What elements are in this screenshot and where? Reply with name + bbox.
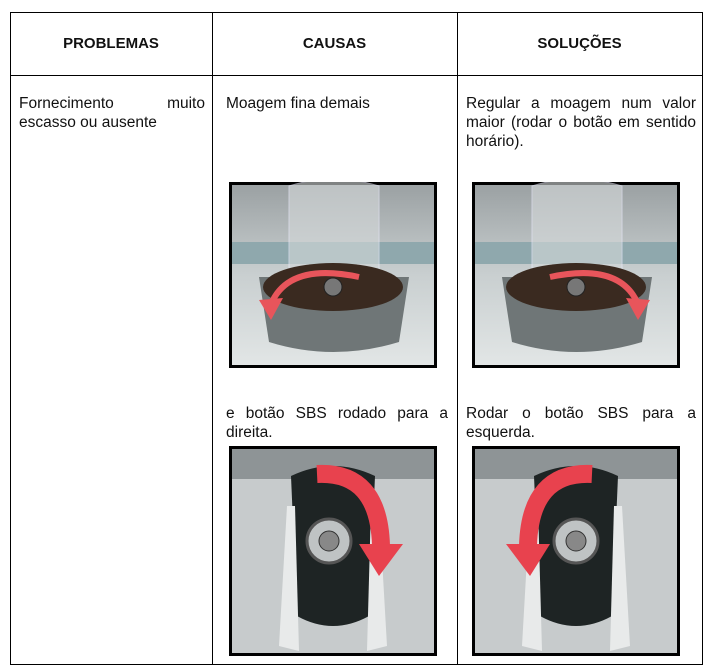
header-cell: PROBLEMAS xyxy=(63,35,159,52)
photo-knob xyxy=(229,446,437,656)
solution-text: Rodar o botão SBS para a esquerda. xyxy=(466,405,696,441)
border xyxy=(10,75,703,76)
header-cell: SOLUÇÕES xyxy=(537,35,622,52)
header-cell: CAUSAS xyxy=(302,35,367,52)
border xyxy=(212,12,213,665)
photo-hopper xyxy=(229,182,437,368)
cause-text: Moagem fina demais xyxy=(226,95,370,112)
solution-text: Regular a moagem num valor maior (rodar … xyxy=(466,95,696,150)
photo-knob xyxy=(472,446,680,656)
border xyxy=(10,664,703,665)
photo-hopper xyxy=(472,182,680,368)
cause-text: e botão SBS rodado para a direita. xyxy=(226,405,448,441)
border xyxy=(10,12,703,13)
border xyxy=(10,12,11,665)
problem-text: Fornecimento muito escasso ou ausente xyxy=(19,95,205,131)
border xyxy=(457,12,458,665)
